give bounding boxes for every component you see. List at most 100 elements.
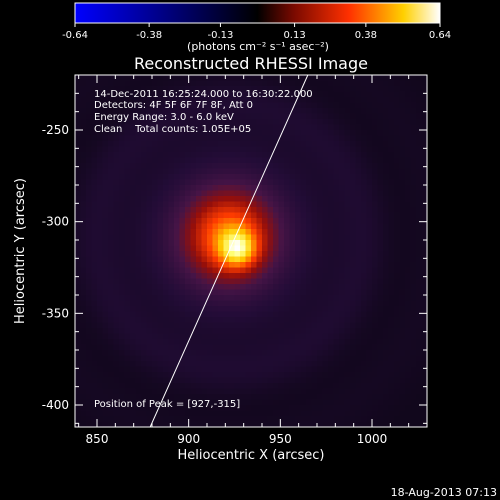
heatmap-cell [218, 416, 225, 423]
heatmap-cell [344, 174, 351, 181]
heatmap-cell [179, 278, 186, 285]
heatmap-cell [223, 366, 230, 373]
heatmap-cell [251, 410, 258, 417]
heatmap-cell [306, 344, 313, 351]
heatmap-cell [350, 218, 357, 225]
heatmap-cell [201, 289, 208, 296]
heatmap-cell [163, 256, 170, 263]
heatmap-cell [322, 174, 329, 181]
heatmap-cell [416, 113, 423, 120]
heatmap-cell [289, 157, 296, 164]
heatmap-cell [361, 262, 368, 269]
heatmap-cell [251, 212, 258, 219]
heatmap-cell [333, 405, 340, 412]
heatmap-cell [289, 251, 296, 258]
heatmap-cell [366, 174, 373, 181]
heatmap-cell [163, 339, 170, 346]
heatmap-cell [124, 240, 131, 247]
heatmap-cell [80, 86, 87, 93]
heatmap-cell [421, 141, 427, 148]
heatmap-cell [256, 245, 263, 252]
heatmap-cell [273, 350, 280, 357]
heatmap-cell [174, 91, 181, 98]
heatmap-cell [130, 75, 137, 82]
heatmap-cell [240, 245, 247, 252]
heatmap-cell [344, 207, 351, 214]
heatmap-cell [256, 80, 263, 87]
heatmap-cell [124, 322, 131, 329]
heatmap-cell [267, 196, 274, 203]
heatmap-cell [201, 223, 208, 230]
heatmap-cell [344, 350, 351, 357]
heatmap-cell [174, 240, 181, 247]
heatmap-cell [86, 273, 93, 280]
heatmap-cell [119, 300, 126, 307]
heatmap-cell [141, 212, 148, 219]
heatmap-cell [399, 399, 406, 406]
heatmap-cell [102, 394, 109, 401]
heatmap-cell [119, 344, 126, 351]
heatmap-cell [366, 410, 373, 417]
heatmap-cell [306, 130, 313, 137]
heatmap-cell [113, 300, 120, 307]
heatmap-cell [267, 212, 274, 219]
heatmap-cell [372, 284, 379, 291]
heatmap-cell [108, 119, 115, 126]
heatmap-cell [289, 86, 296, 93]
heatmap-cell [278, 383, 285, 390]
heatmap-cell [311, 416, 318, 423]
heatmap-cell [245, 152, 252, 159]
heatmap-cell [135, 212, 142, 219]
heatmap-cell [355, 80, 362, 87]
heatmap-cell [289, 179, 296, 186]
heatmap-cell [174, 421, 181, 427]
heatmap-cell [361, 108, 368, 115]
heatmap-cell [355, 251, 362, 258]
heatmap-cell [130, 234, 137, 241]
heatmap-cell [405, 383, 412, 390]
heatmap-cell [273, 80, 280, 87]
heatmap-cell [152, 146, 159, 153]
heatmap-cell [229, 245, 236, 252]
heatmap-cell [141, 344, 148, 351]
heatmap-cell [207, 80, 214, 87]
heatmap-cell [284, 295, 291, 302]
heatmap-cell [262, 146, 269, 153]
heatmap-cell [141, 311, 148, 318]
heatmap-cell [273, 416, 280, 423]
heatmap-cell [91, 152, 98, 159]
heatmap-cell [168, 251, 175, 258]
heatmap-cell [372, 317, 379, 324]
heatmap-cell [124, 295, 131, 302]
heatmap-cell [157, 91, 164, 98]
heatmap-cell [174, 97, 181, 104]
y-axis-label: Heliocentric Y (arcsec) [13, 178, 28, 324]
heatmap-cell [163, 108, 170, 115]
heatmap-cell [328, 207, 335, 214]
heatmap-cell [97, 278, 104, 285]
heatmap-cell [218, 75, 225, 82]
heatmap-cell [317, 267, 324, 274]
heatmap-cell [179, 311, 186, 318]
heatmap-cell [317, 350, 324, 357]
heatmap-cell [179, 262, 186, 269]
heatmap-cell [97, 163, 104, 170]
heatmap-cell [223, 229, 230, 236]
heatmap-cell [157, 196, 164, 203]
heatmap-cell [399, 80, 406, 87]
heatmap-cell [322, 75, 329, 82]
heatmap-cell [273, 394, 280, 401]
heatmap-cell [251, 190, 258, 197]
heatmap-cell [157, 113, 164, 120]
heatmap-cell [410, 410, 417, 417]
heatmap-cell [361, 102, 368, 109]
heatmap-cell [262, 179, 269, 186]
heatmap-cell [328, 179, 335, 186]
heatmap-cell [185, 322, 192, 329]
heatmap-cell [196, 278, 203, 285]
heatmap-cell [317, 394, 324, 401]
heatmap-cell [317, 333, 324, 340]
heatmap-cell [223, 295, 230, 302]
heatmap-cell [207, 421, 214, 427]
heatmap-cell [350, 339, 357, 346]
